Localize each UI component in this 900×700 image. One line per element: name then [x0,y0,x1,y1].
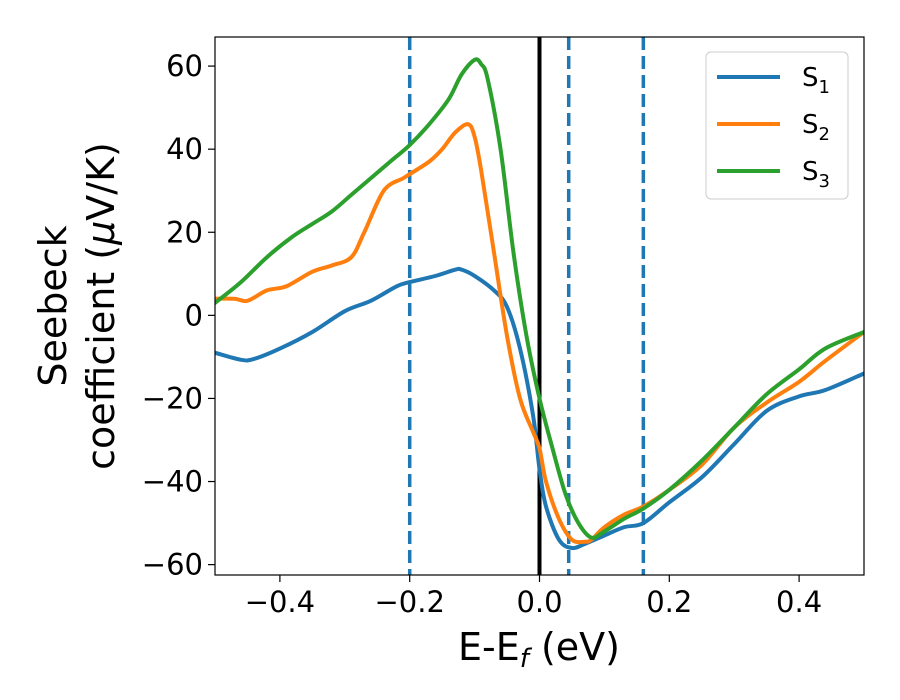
legend-label-s2: S2 [802,110,830,145]
y-axis-label-line2: coefficient (μV/K) [79,142,123,470]
x-tick-label: 0.0 [516,585,562,619]
x-tick-label: 0.4 [776,585,822,619]
x-axis-label: E-Ef (eV) [458,625,620,674]
y-tick-label: −40 [142,465,203,499]
y-tick-label: 0 [185,298,203,332]
series-lines [215,57,864,551]
y-tick-label: 20 [166,215,203,249]
legend-label-s3: S3 [802,157,830,192]
y-tick-label: −60 [142,548,203,582]
y-tick-label: −20 [142,381,203,415]
x-tick-label: −0.2 [374,585,444,619]
y-axis-label: Seebeck coefficient (μV/K) [31,142,123,470]
series-line-s3 [215,57,864,540]
legend-label-s1: S1 [802,63,830,98]
y-tick-label: 60 [166,49,203,83]
x-tick-label: −0.4 [245,585,315,619]
x-axis-ticks: −0.4 −0.2 0.0 0.2 0.4 [245,575,822,619]
reference-lines [407,37,646,575]
x-tick-label: 0.2 [646,585,692,619]
y-axis-ticks: −60 −40 −20 0 20 40 60 [142,49,215,582]
y-tick-label: 40 [166,132,203,166]
legend: S1 S2 S3 [705,51,849,200]
y-axis-label-line1: Seebeck [31,225,75,386]
series-line-s1 [215,266,864,551]
